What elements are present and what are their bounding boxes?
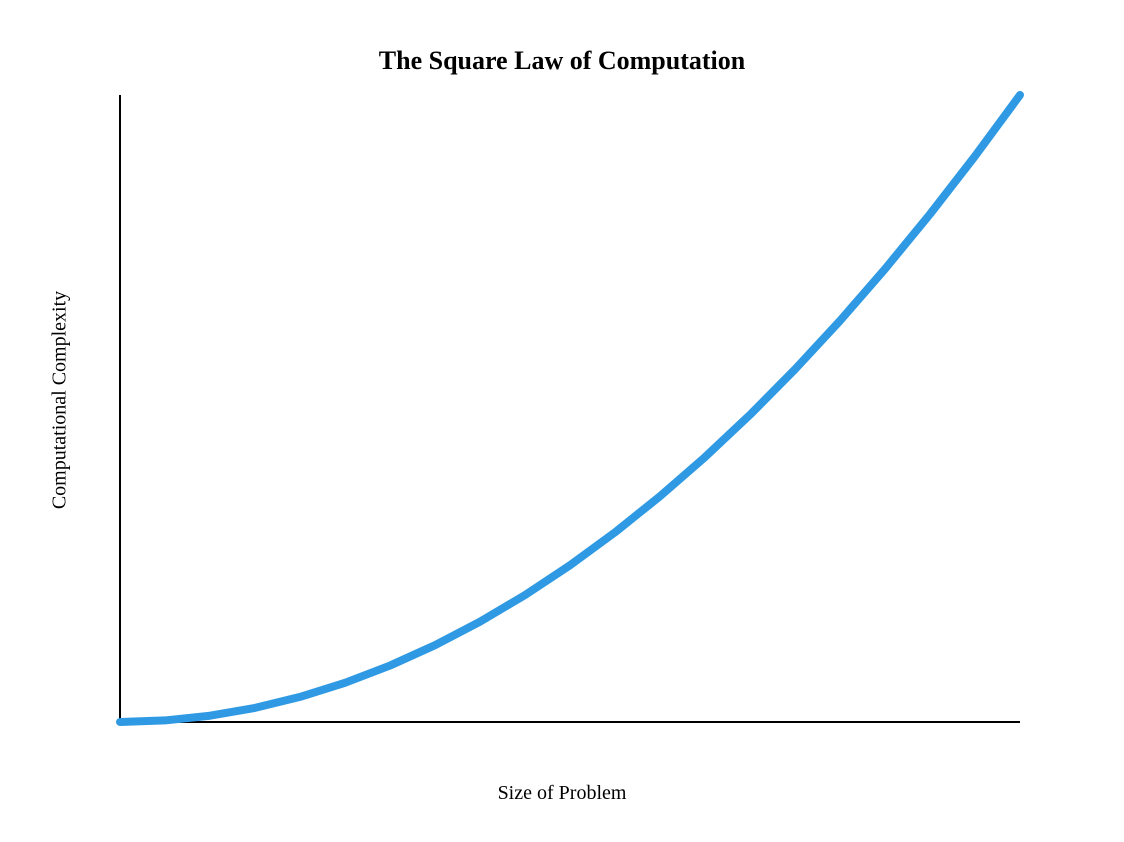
data-series [120, 95, 1020, 722]
chart-plot [0, 0, 1124, 842]
chart-container: The Square Law of Computation Size of Pr… [0, 0, 1124, 842]
curve-line [120, 95, 1020, 722]
axes [120, 95, 1020, 722]
